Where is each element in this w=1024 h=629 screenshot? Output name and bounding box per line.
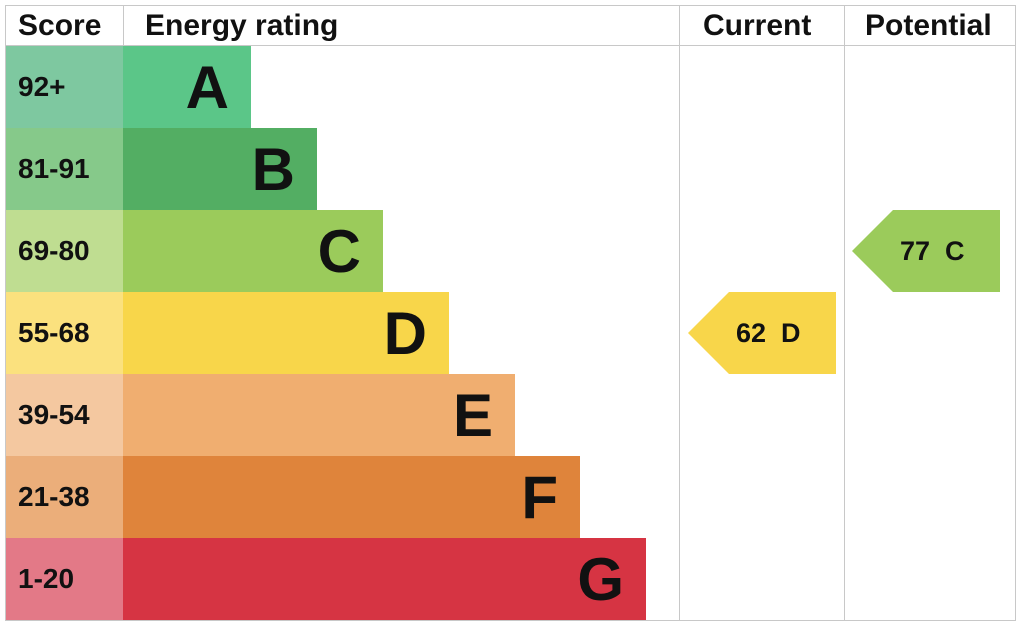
- current-rating-label: 62 D: [736, 318, 801, 348]
- current-rating-arrow: 62 D: [688, 292, 836, 374]
- score-cell-e: 39-54: [6, 374, 123, 456]
- band-letter-d: D: [383, 300, 427, 367]
- header-energy-rating: Energy rating: [145, 9, 339, 42]
- band-letter-c: C: [317, 218, 361, 285]
- potential-rating-arrow: 77 C: [852, 210, 1000, 292]
- band-bar-g: G: [123, 538, 646, 620]
- header-score: Score: [18, 9, 102, 42]
- band-letter-f: F: [521, 464, 558, 531]
- band-bar-d: D: [123, 292, 449, 374]
- score-cell-b: 81-91: [6, 128, 123, 210]
- score-cell-a: 92+: [6, 46, 123, 128]
- potential-column-divider: [844, 5, 845, 621]
- epc-chart-frame: [5, 5, 1016, 621]
- band-letter-a: A: [185, 54, 229, 121]
- score-cell-f: 21-38: [6, 456, 123, 538]
- band-letter-g: G: [577, 546, 624, 613]
- band-bar-f: F: [123, 456, 580, 538]
- band-bar-c: C: [123, 210, 383, 292]
- band-bar-e: E: [123, 374, 515, 456]
- current-column-divider: [679, 5, 680, 621]
- band-letter-e: E: [452, 382, 493, 449]
- header-divider: [5, 45, 1016, 46]
- band-bar-a: A: [123, 46, 251, 128]
- score-cell-c: 69-80: [6, 210, 123, 292]
- band-bar-b: B: [123, 128, 317, 210]
- arrow-shape-icon: [852, 210, 1000, 292]
- arrow-shape-icon: [688, 292, 836, 374]
- score-cell-g: 1-20: [6, 538, 123, 620]
- score-cell-d: 55-68: [6, 292, 123, 374]
- header-potential: Potential: [865, 9, 992, 42]
- header-current: Current: [703, 9, 812, 42]
- potential-rating-label: 77 C: [900, 236, 965, 266]
- band-letter-b: B: [251, 136, 295, 203]
